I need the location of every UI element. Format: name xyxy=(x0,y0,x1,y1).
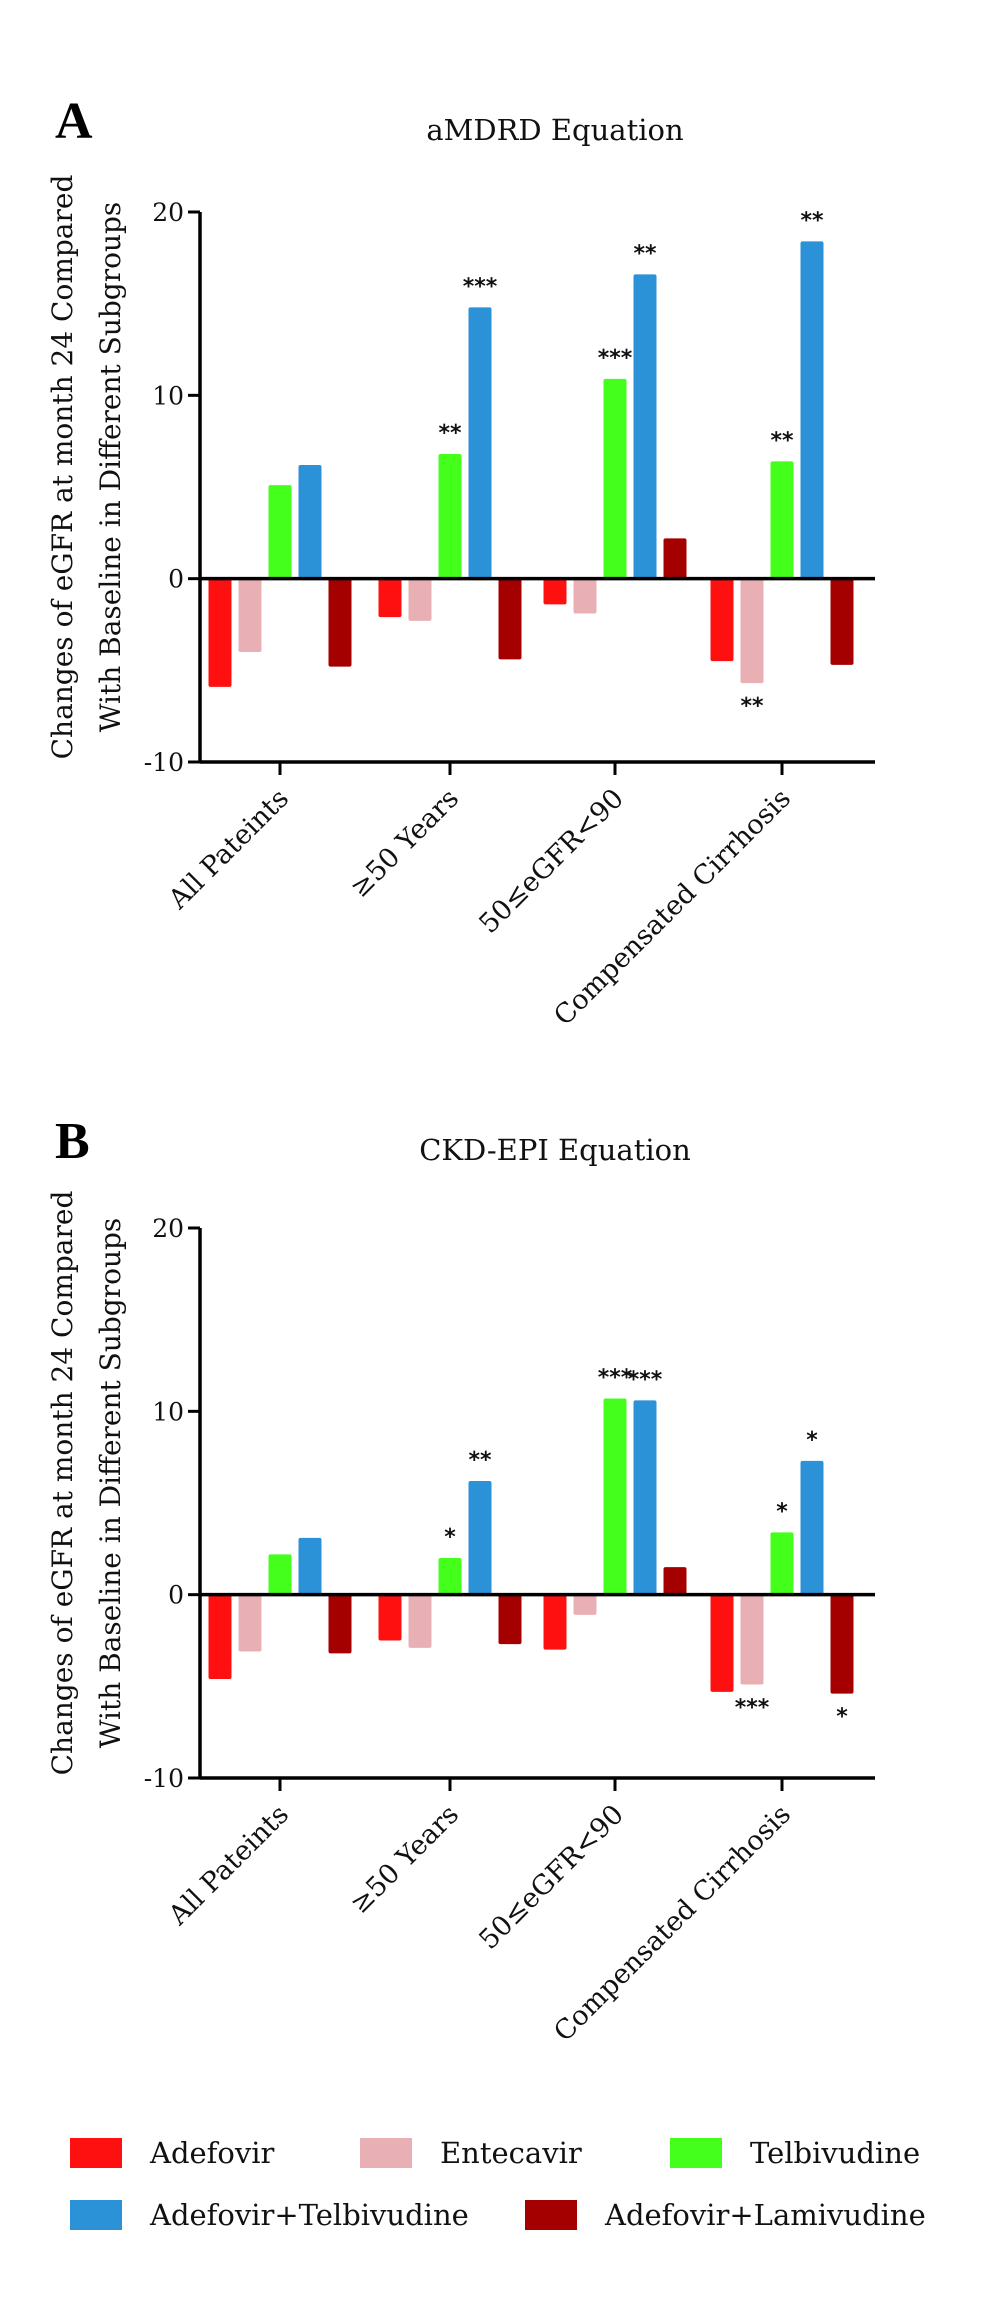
y-tick-label: 10 xyxy=(152,1397,184,1426)
bar-entecavir-all-pateints xyxy=(238,578,262,652)
bar-telbivudine-50-years xyxy=(438,1558,462,1595)
legend: Adefovir Entecavir Telbivudine Adefovir+Tel… xyxy=(70,2136,926,2232)
bar-adefovir-50-years xyxy=(378,578,402,618)
chart-title: aMDRD Equation xyxy=(426,113,683,147)
y-tick-label: 0 xyxy=(168,565,184,594)
bar-adefovir-50-egfr-90 xyxy=(543,1594,567,1650)
category-label: All Pateints xyxy=(162,1799,295,1932)
bar-adefovir-lamivudine-all-pateints xyxy=(328,578,352,667)
bar-telbivudine-compensated-cirrhosis xyxy=(770,1532,794,1595)
y-axis-label: Changes of eGFR at month 24 Compared With… xyxy=(46,175,127,760)
bar-adefovir-telbivudine-50-egfr-90 xyxy=(633,1400,657,1595)
significance-mark: ** xyxy=(633,241,657,266)
bar-entecavir-compensated-cirrhosis xyxy=(740,578,764,684)
bar-adefovir-lamivudine-all-pateints xyxy=(328,1594,352,1654)
y-tick-label: 20 xyxy=(152,198,184,227)
bar-adefovir-telbivudine-50-years xyxy=(468,1481,492,1595)
panel-letter: B xyxy=(55,1113,90,1170)
significance-mark: *** xyxy=(628,1367,663,1392)
significance-mark: ** xyxy=(800,208,824,233)
bar-entecavir-50-years xyxy=(408,578,432,621)
bar-adefovir-compensated-cirrhosis xyxy=(710,1594,734,1692)
bar-adefovir-50-egfr-90 xyxy=(543,578,567,605)
legend-label: Adefovir+Telbivudine xyxy=(149,2198,469,2232)
category-label: ≥50 Years xyxy=(344,1799,465,1920)
significance-mark: *** xyxy=(735,1696,770,1721)
legend-swatch xyxy=(70,2200,122,2230)
legend-swatch xyxy=(70,2138,122,2168)
bar-adefovir-lamivudine-50-egfr-90 xyxy=(663,1567,687,1595)
bar-telbivudine-50-egfr-90 xyxy=(603,1398,627,1595)
bar-adefovir-compensated-cirrhosis xyxy=(710,578,734,662)
chart-title: CKD-EPI Equation xyxy=(419,1133,691,1167)
legend-item-telbivudine: Telbivudine xyxy=(670,2136,920,2170)
category-label: 50≤eGFR<90 xyxy=(473,1799,630,1956)
legend-item-adefovir-lamivudine: Adefovir+Lamivudine xyxy=(525,2198,926,2232)
panel-b-chart: B CKD-EPI Equation Changes of eGFR at mont… xyxy=(46,1113,875,2048)
significance-mark: *** xyxy=(598,346,633,371)
bar-adefovir-lamivudine-50-years xyxy=(498,578,522,660)
category-label: All Pateints xyxy=(162,783,295,916)
legend-label: Adefovir+Lamivudine xyxy=(604,2198,926,2232)
bar-adefovir-lamivudine-50-years xyxy=(498,1594,522,1645)
legend-swatch xyxy=(525,2200,577,2230)
significance-mark: ** xyxy=(438,421,462,446)
y-axis-label: Changes of eGFR at month 24 Compared With… xyxy=(46,1191,127,1776)
bar-adefovir-telbivudine-50-years xyxy=(468,307,492,579)
bar-adefovir-all-pateints xyxy=(208,1594,232,1679)
bar-entecavir-50-years xyxy=(408,1594,432,1648)
legend-item-entecavir: Entecavir xyxy=(360,2136,582,2170)
significance-mark: ** xyxy=(770,428,794,453)
bar-adefovir-50-years xyxy=(378,1594,402,1641)
legend-label: Entecavir xyxy=(440,2136,582,2170)
category-label: 50≤eGFR<90 xyxy=(473,783,630,940)
y-axis-label-line-1: Changes of eGFR at month 24 Compared xyxy=(46,175,79,760)
legend-label: Telbivudine xyxy=(750,2136,920,2170)
bar-adefovir-lamivudine-compensated-cirrhosis xyxy=(830,578,854,665)
bar-telbivudine-all-pateints xyxy=(268,485,292,579)
significance-mark: ** xyxy=(740,694,764,719)
bar-telbivudine-all-pateints xyxy=(268,1554,292,1595)
significance-mark: *** xyxy=(598,1366,633,1391)
bar-entecavir-all-pateints xyxy=(238,1594,262,1652)
legend-item-adefovir-telbivudine: Adefovir+Telbivudine xyxy=(70,2198,469,2232)
y-axis-label-line-2: With Baseline in Different Subgroups xyxy=(94,1218,127,1749)
bar-entecavir-50-egfr-90 xyxy=(573,1594,597,1615)
category-label: ≥50 Years xyxy=(344,783,465,904)
bar-telbivudine-compensated-cirrhosis xyxy=(770,461,794,579)
bar-telbivudine-50-years xyxy=(438,454,462,579)
legend-swatch xyxy=(670,2138,722,2168)
bar-telbivudine-50-egfr-90 xyxy=(603,378,627,579)
bar-adefovir-telbivudine-compensated-cirrhosis xyxy=(800,1460,824,1595)
bar-adefovir-telbivudine-compensated-cirrhosis xyxy=(800,241,824,579)
bar-adefovir-telbivudine-all-pateints xyxy=(298,465,322,579)
y-axis-label-line-1: Changes of eGFR at month 24 Compared xyxy=(46,1191,79,1776)
y-tick-label: -10 xyxy=(144,748,184,777)
y-tick-label: 20 xyxy=(152,1214,184,1243)
y-tick-label: 10 xyxy=(152,381,184,410)
bar-entecavir-compensated-cirrhosis xyxy=(740,1594,764,1685)
bar-entecavir-50-egfr-90 xyxy=(573,578,597,614)
significance-mark: ** xyxy=(468,1448,492,1473)
y-tick-label: -10 xyxy=(144,1764,184,1793)
significance-mark: * xyxy=(776,1499,788,1524)
significance-mark: *** xyxy=(463,274,498,299)
significance-mark: * xyxy=(836,1705,848,1730)
bar-adefovir-lamivudine-50-egfr-90 xyxy=(663,538,687,579)
bar-adefovir-lamivudine-compensated-cirrhosis xyxy=(830,1594,854,1694)
legend-label: Adefovir xyxy=(149,2136,275,2170)
legend-swatch xyxy=(360,2138,412,2168)
y-tick-label: 0 xyxy=(168,1581,184,1610)
y-axis-label-line-2: With Baseline in Different Subgroups xyxy=(94,202,127,733)
panel-letter: A xyxy=(55,93,93,150)
bar-adefovir-telbivudine-all-pateints xyxy=(298,1537,322,1595)
bar-adefovir-telbivudine-50-egfr-90 xyxy=(633,274,657,579)
bar-adefovir-all-pateints xyxy=(208,578,232,687)
significance-mark: * xyxy=(806,1428,818,1453)
significance-mark: * xyxy=(444,1525,456,1550)
legend-item-adefovir: Adefovir xyxy=(70,2136,275,2170)
